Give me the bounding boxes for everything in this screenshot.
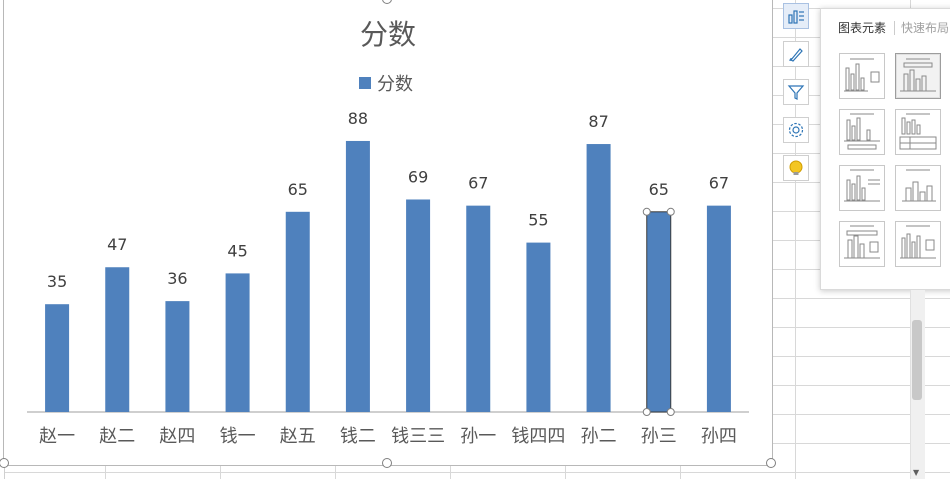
bar-3[interactable] (225, 273, 250, 412)
category-label-0: 赵一 (39, 426, 75, 447)
layout-option-4[interactable] (895, 109, 941, 155)
chart-resize-handle-bottom-right[interactable] (766, 458, 776, 468)
chart-elements-icon (788, 10, 804, 24)
category-label-8: 钱四四 (511, 426, 565, 447)
chart-side-toolbar (783, 3, 813, 193)
category-label-9: 孙二 (581, 426, 617, 447)
layout-preview-icon (844, 58, 880, 92)
chart-legend[interactable]: 分数 (359, 70, 413, 96)
chart-style-button[interactable] (783, 41, 809, 67)
brush-icon (789, 48, 803, 62)
legend-swatch (359, 77, 371, 89)
chart-resize-handle-bottom[interactable] (382, 458, 392, 468)
category-label-6: 钱三三 (391, 426, 445, 447)
layout-option-5[interactable] (839, 165, 885, 211)
chart-resize-handle-bottom-left[interactable] (0, 458, 9, 468)
data-label-10: 65 (649, 180, 669, 199)
layout-preview-icon (900, 58, 936, 92)
category-label-2: 赵四 (159, 426, 195, 447)
category-label-7: 孙一 (460, 426, 496, 447)
bar-selection-handle-3[interactable] (666, 408, 675, 416)
data-label-2: 36 (167, 269, 187, 288)
layout-option-3[interactable] (839, 109, 885, 155)
bar-chart-plot[interactable]: 35 赵一 47 赵二 36 赵四 45 钱一 65 赵五 88 钱二 69 钱三三 67 孙一 55 钱四四 87… (4, 0, 772, 465)
data-label-5: 88 (348, 109, 368, 128)
data-label-3: 45 (227, 241, 247, 260)
chart-filter-button[interactable] (783, 79, 809, 105)
layout-preview-icon (844, 225, 880, 259)
data-label-1: 47 (107, 235, 127, 254)
bar-4[interactable] (285, 211, 310, 412)
bars-layer: 35 赵一 47 赵二 36 赵四 45 钱一 65 赵五 88 钱二 69 钱三三 67 孙一 55 钱四四 87… (27, 109, 749, 447)
chart-area[interactable]: 分数 分数 35 赵一 47 赵二 36 赵四 45 钱一 65 赵五 88 钱二 69 钱三三 67 孙一 5… (0, 0, 776, 468)
chart-elements-button[interactable] (783, 3, 809, 29)
layout-option-1[interactable] (839, 53, 885, 99)
layout-preview-icon (902, 169, 936, 202)
layout-option-8[interactable] (895, 221, 941, 267)
layout-option-6[interactable] (895, 165, 941, 211)
chart-layout-panel: 图表元素 快速布局 (820, 8, 950, 290)
tab-divider (894, 21, 895, 35)
data-label-7: 67 (468, 174, 488, 193)
layout-preview-icon (844, 113, 880, 150)
data-label-6: 69 (408, 167, 428, 186)
data-label-11: 67 (709, 174, 729, 193)
layout-preview-icon (844, 169, 880, 202)
category-label-3: 钱一 (220, 426, 256, 447)
layout-option-7[interactable] (839, 221, 885, 267)
bar-5[interactable] (345, 140, 370, 412)
panel-tabs: 图表元素 快速布局 (821, 17, 950, 41)
data-label-0: 35 (47, 272, 67, 291)
bar-9[interactable] (586, 144, 611, 413)
bar-selection-handle-0[interactable] (642, 207, 651, 216)
category-label-1: 赵二 (99, 426, 135, 447)
legend-label: 分数 (377, 74, 413, 95)
bar-selection-handle-2[interactable] (642, 408, 651, 416)
chart-tips-button[interactable] (783, 155, 809, 181)
data-label-4: 65 (288, 180, 308, 199)
category-label-5: 钱二 (340, 426, 376, 447)
bar-selection-handle-1[interactable] (666, 207, 675, 216)
category-label-11: 孙四 (701, 426, 737, 447)
data-label-8: 55 (528, 211, 548, 230)
selected-bar-outline (646, 211, 672, 413)
bar-10[interactable] (646, 211, 671, 412)
bar-8[interactable] (526, 242, 551, 412)
layout-option-2[interactable] (895, 53, 941, 99)
bar-2[interactable] (165, 301, 190, 412)
tab-chart-elements[interactable]: 图表元素 (838, 21, 887, 35)
gear-icon (788, 122, 804, 138)
chart-title[interactable]: 分数 (359, 18, 416, 51)
scroll-down-arrow-icon[interactable]: ▼ (913, 468, 920, 477)
bar-7[interactable] (466, 205, 491, 412)
tab-quick-layout[interactable]: 快速布局 (901, 21, 950, 35)
bar-1[interactable] (105, 267, 130, 412)
bulb-icon (789, 160, 803, 175)
category-label-10: 孙三 (641, 426, 677, 447)
layout-preview-icon (900, 225, 936, 259)
chart-settings-button[interactable] (783, 117, 809, 143)
bar-6[interactable] (406, 199, 431, 412)
vertical-scrollbar-thumb[interactable] (912, 320, 922, 400)
category-label-4: 赵五 (280, 426, 316, 447)
bar-0[interactable] (45, 304, 70, 412)
layout-preview-icon (899, 113, 937, 150)
data-label-9: 87 (588, 112, 608, 131)
bar-11[interactable] (706, 205, 731, 412)
filter-icon (787, 85, 805, 100)
